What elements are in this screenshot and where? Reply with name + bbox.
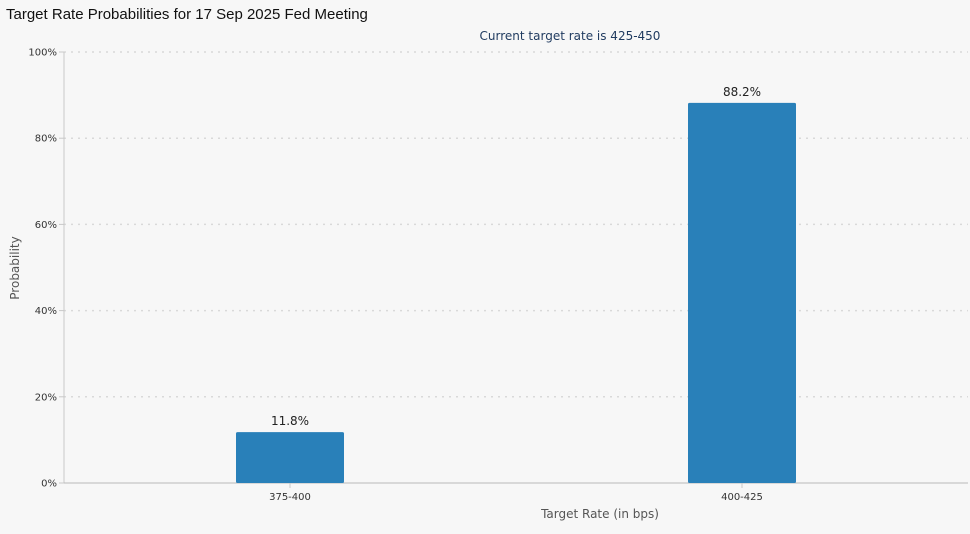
y-tick-label: 100% [28, 48, 57, 59]
x-axis-label: Target Rate (in bps) [540, 507, 659, 521]
x-tick-label: 375-400 [269, 492, 311, 503]
x-axis-tick-labels: 375-400 400-425 [269, 483, 763, 503]
data-label: 11.8% [271, 414, 309, 428]
chart-subtitle: Current target rate is 425-450 [480, 29, 661, 43]
y-tick-label: 60% [35, 220, 57, 231]
data-label: 88.2% [723, 85, 761, 99]
y-axis-tick-labels: 0% 20% 40% 60% 80% 100% [28, 48, 57, 490]
y-tick-label: 40% [35, 306, 57, 317]
y-tick-label: 80% [35, 134, 57, 145]
bar [236, 432, 344, 483]
bar [688, 102, 796, 483]
x-tick-label: 400-425 [721, 492, 763, 503]
bars: 11.8% 88.2% [236, 85, 796, 483]
y-tick-label: 0% [41, 479, 57, 490]
gridlines [59, 51, 968, 484]
y-tick-label: 20% [35, 392, 57, 403]
y-axis-label: Probability [8, 236, 22, 299]
page-title: Target Rate Probabilities for 17 Sep 202… [6, 6, 368, 23]
